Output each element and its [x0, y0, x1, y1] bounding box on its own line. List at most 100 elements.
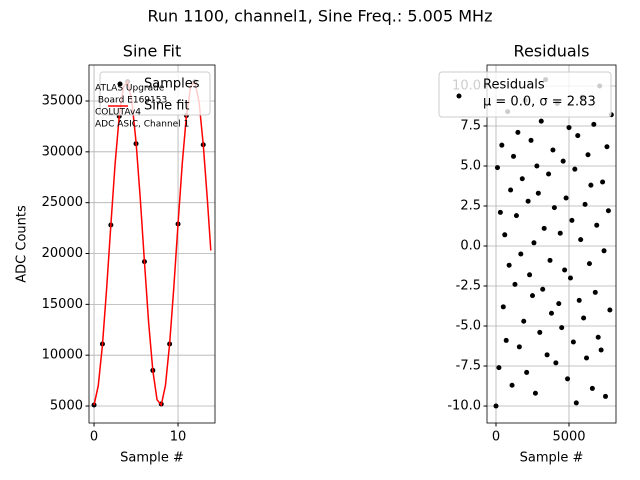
data-point — [598, 347, 604, 353]
data-point — [496, 365, 502, 371]
data-point — [603, 393, 609, 399]
legend-label: Sine fit — [144, 99, 190, 114]
data-point — [528, 137, 534, 143]
y-tick-label: 5000 — [50, 399, 83, 414]
data-point — [548, 310, 554, 316]
y-tick-label: -5.0 — [456, 319, 481, 334]
y-tick-label: 0.0 — [460, 239, 481, 254]
data-point — [565, 376, 571, 382]
data-point — [605, 208, 611, 214]
data-point — [604, 144, 610, 150]
y-tick-label: -7.5 — [456, 359, 481, 374]
data-point — [506, 262, 512, 268]
y-tick-label: 2.5 — [460, 198, 481, 213]
data-point — [519, 176, 525, 182]
legend-label: Residuals — [483, 78, 545, 93]
data-point — [594, 222, 600, 228]
y-tick-label: 30000 — [42, 144, 83, 159]
data-point — [567, 275, 573, 281]
data-point — [497, 209, 503, 215]
data-point — [527, 272, 533, 278]
data-point — [578, 237, 584, 243]
data-point — [511, 153, 517, 159]
data-point — [600, 179, 606, 185]
data-point — [557, 230, 563, 236]
data-point — [541, 225, 547, 231]
data-point — [512, 281, 518, 287]
data-point — [573, 400, 579, 406]
annotation: ADC ASIC, Channel 1 — [95, 120, 189, 130]
data-point — [562, 267, 568, 273]
y-tick-label: 15000 — [42, 297, 83, 312]
data-point — [547, 257, 553, 263]
data-point — [607, 307, 613, 313]
legend-box — [99, 71, 211, 116]
data-point — [524, 369, 530, 375]
legend-note: μ = 0.0, σ = 2.83 — [483, 95, 596, 110]
annotation: ATLAS Upgrade — [95, 84, 165, 94]
data-point — [516, 344, 522, 350]
data-point — [529, 293, 535, 299]
data-point — [532, 390, 538, 396]
y-axis-label: ADC Counts — [15, 205, 30, 283]
data-point — [592, 289, 598, 295]
data-point — [493, 403, 499, 409]
data-point — [572, 166, 578, 172]
data-point — [588, 182, 594, 188]
x-tick-label: 10 — [170, 430, 187, 445]
data-point — [595, 334, 601, 340]
data-point — [556, 301, 562, 307]
data-point — [534, 163, 540, 169]
legend-marker — [117, 81, 123, 87]
y-tick-label: -10.0 — [447, 399, 481, 414]
figure-title: Run 1100, channel1, Sine Freq.: 5.005 MH… — [148, 7, 493, 26]
plot-marks — [493, 77, 614, 409]
data-point — [601, 248, 607, 254]
data-point — [508, 187, 514, 193]
data-point — [581, 315, 587, 321]
axes-title: Sine Fit — [123, 42, 181, 61]
data-point — [589, 385, 595, 391]
data-point — [500, 304, 506, 310]
y-tick-label: 10000 — [42, 348, 83, 363]
data-point — [570, 339, 576, 345]
data-point — [559, 325, 565, 331]
x-tick-label: 5000 — [552, 430, 585, 445]
data-point — [563, 195, 569, 201]
data-point — [515, 129, 521, 135]
data-point — [575, 133, 581, 139]
data-point — [566, 125, 572, 131]
y-tick-label: 20000 — [42, 246, 83, 261]
data-point — [494, 165, 500, 171]
data-point — [502, 232, 508, 238]
data-point — [582, 201, 588, 207]
y-tick-label: 5.0 — [460, 158, 481, 173]
axes-frame — [486, 64, 617, 424]
data-point — [540, 286, 546, 292]
data-point — [537, 329, 543, 335]
legend-marker — [456, 93, 462, 99]
data-point — [503, 337, 509, 343]
legend-label: Samples — [144, 77, 200, 92]
data-point — [513, 213, 519, 219]
data-point — [525, 198, 531, 204]
data-point — [521, 318, 527, 324]
x-tick-label: 0 — [90, 430, 98, 445]
data-point — [544, 352, 550, 358]
data-point — [591, 121, 597, 127]
legend-box — [438, 71, 612, 118]
data-point — [584, 355, 590, 361]
x-axis-label: Sample # — [120, 451, 184, 466]
y-tick-label: 7.5 — [460, 118, 481, 133]
y-tick-label: -2.5 — [456, 279, 481, 294]
data-point — [576, 297, 582, 303]
data-point — [509, 382, 515, 388]
x-tick-label: 0 — [492, 430, 500, 445]
y-tick-label: 25000 — [42, 195, 83, 210]
x-axis-label: Sample # — [520, 451, 584, 466]
data-point — [550, 147, 556, 153]
annotation: COLUTAv4 — [95, 108, 141, 118]
data-point — [499, 142, 505, 148]
data-point — [551, 205, 557, 211]
